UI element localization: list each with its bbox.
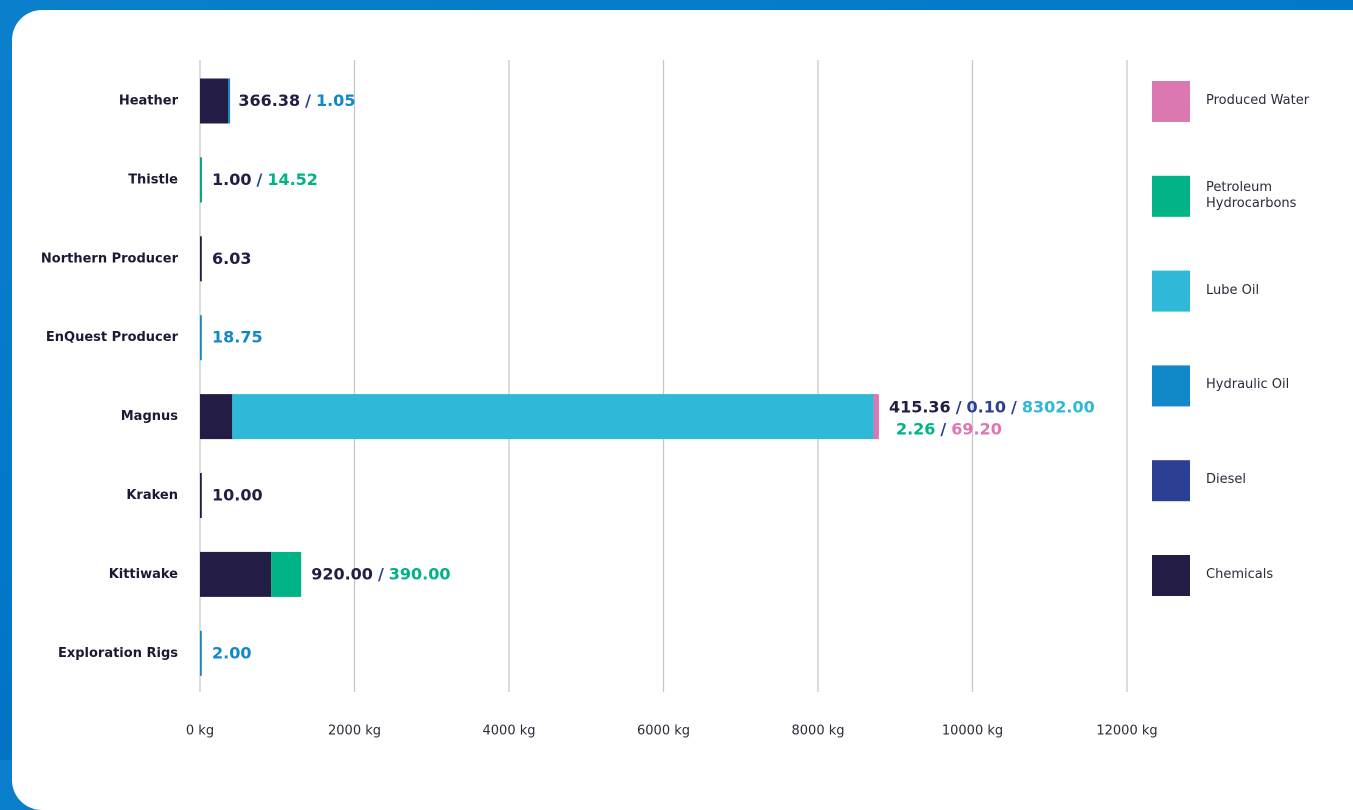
bar-segment <box>200 315 202 361</box>
x-tick-label: 4000 kg <box>483 724 536 739</box>
legend-swatch <box>1152 365 1190 407</box>
legend-swatch <box>1152 81 1190 122</box>
value-label: 920.00 / 390.00 <box>311 564 450 583</box>
category-label: Exploration Rigs <box>58 646 178 661</box>
separator: / <box>956 397 962 416</box>
page: {"chart_data": {"type": "stacked-bar-hor… <box>0 0 1353 760</box>
x-tick-label: 0 kg <box>186 724 214 739</box>
legend-label: Chemicals <box>1206 567 1274 582</box>
value-label: 1.00 / 14.52 <box>212 169 318 188</box>
separator: / <box>1011 397 1017 416</box>
value-text: 6.03 <box>212 248 251 267</box>
bar-segment <box>200 551 272 597</box>
bar-segment <box>200 394 233 440</box>
x-tick-label: 2000 kg <box>328 724 381 739</box>
legend-swatch <box>1152 270 1190 312</box>
bar-segment <box>200 630 202 676</box>
value-label: 366.38 / 1.05 <box>238 91 355 110</box>
category-label: Kraken <box>126 488 178 503</box>
x-tick-label: 10000 kg <box>942 724 1003 739</box>
x-tick-label: 6000 kg <box>637 724 690 739</box>
value-text: 2.26 <box>896 419 935 438</box>
value-text: 14.52 <box>267 169 318 188</box>
category-label: EnQuest Producer <box>46 330 179 345</box>
legend-label: Petroleum Hydrocarbons <box>1206 179 1297 211</box>
bar-segment <box>200 473 202 518</box>
legend-label: Diesel <box>1206 472 1247 488</box>
legend-label: Lube Oil <box>1206 282 1260 298</box>
value-text: 0.10 <box>967 397 1006 416</box>
value-text: 69.20 <box>951 419 1002 438</box>
bar-segment <box>200 236 202 282</box>
value-text: 415.36 <box>889 397 951 416</box>
value-text: 8302.00 <box>1022 397 1095 416</box>
separator: / <box>378 564 384 583</box>
category-label: Kittiwake <box>109 567 178 582</box>
value-label: 415.36 / 0.10 / 8302.00 <box>889 397 1095 416</box>
separator: / <box>305 91 311 110</box>
legend-label: Produced Water <box>1206 93 1310 108</box>
value-text: 920.00 <box>311 564 373 583</box>
separator: / <box>940 419 946 438</box>
category-label: Heather <box>119 94 179 109</box>
value-label: 10.00 <box>212 485 263 504</box>
category-label: Magnus <box>121 409 179 424</box>
value-text: 1.05 <box>316 91 355 110</box>
bar-segment <box>873 394 879 440</box>
chart: 0 kg 2000 kg 4000 kg 6000 kg 8000 kg 10000 kg… <box>41 60 1190 739</box>
x-tick-label: 8000 kg <box>792 724 845 739</box>
value-label: 18.75 <box>212 327 263 346</box>
value-text: 390.00 <box>389 564 451 583</box>
separator: / <box>256 169 262 188</box>
legend-swatch <box>1152 460 1190 502</box>
value-text: 18.75 <box>212 327 263 346</box>
value-label: 6.03 <box>212 248 251 267</box>
category-label: Thistle <box>128 172 178 187</box>
bar-segment <box>200 157 202 203</box>
bar-segment <box>271 551 302 597</box>
legend-swatch <box>1152 555 1190 596</box>
value-text: 10.00 <box>212 485 263 504</box>
value-label: 2.00 <box>212 643 251 662</box>
legend-label: Hydraulic Oil <box>1206 377 1290 393</box>
legend-swatch <box>1152 175 1190 217</box>
value-text: 1.00 <box>212 169 251 188</box>
value-label: 2.26 / 69.20 <box>896 419 1002 438</box>
value-text: 2.00 <box>212 643 251 662</box>
category-label: Northern Producer <box>41 251 179 266</box>
bar-segment <box>228 78 231 124</box>
bar-segment <box>232 394 874 440</box>
x-tick-label: 12000 kg <box>1096 724 1157 739</box>
value-text: 366.38 <box>238 91 300 110</box>
bar-segment <box>200 78 229 124</box>
